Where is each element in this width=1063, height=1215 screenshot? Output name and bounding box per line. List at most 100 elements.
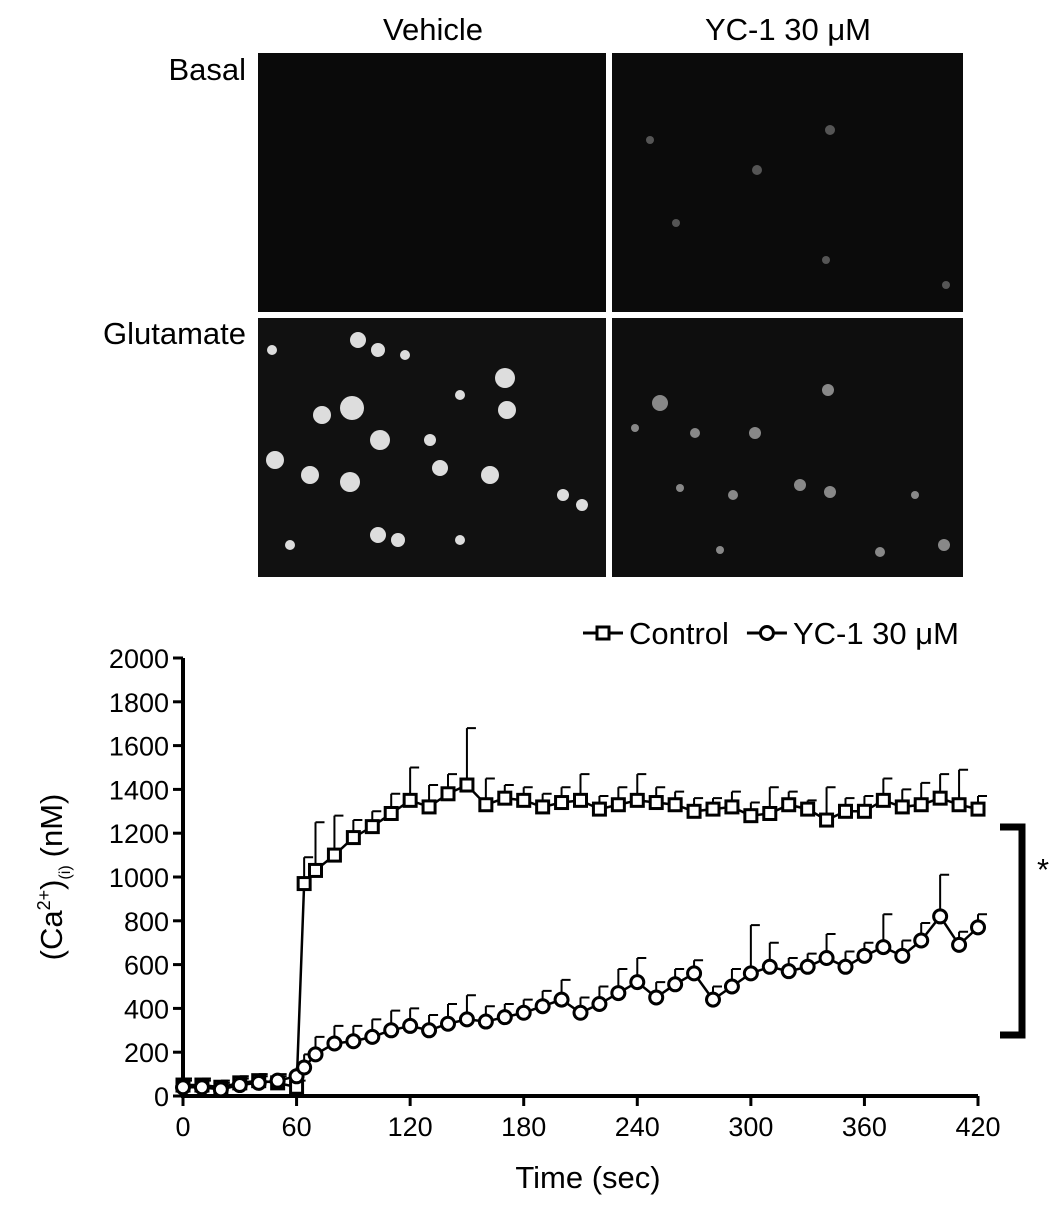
marker	[269, 1072, 286, 1089]
marker	[458, 1011, 475, 1028]
y-label-part: (i)	[57, 865, 74, 879]
marker	[478, 797, 494, 813]
marker	[894, 947, 911, 964]
marker	[705, 991, 721, 1008]
column-label: Vehicle	[383, 12, 483, 47]
y-tick-label: 200	[124, 1038, 169, 1068]
legend-label: YC-1 30 μM	[793, 616, 959, 651]
marker	[762, 805, 778, 821]
x-tick-label: 420	[955, 1112, 1000, 1142]
error-bar	[465, 727, 476, 786]
marker	[534, 998, 551, 1015]
marker	[516, 792, 532, 808]
column-label: YC-1 30 μM	[705, 12, 871, 47]
y-tick-label: 1600	[109, 732, 169, 762]
marker	[296, 876, 312, 892]
marker	[212, 1081, 229, 1098]
image-panel	[258, 318, 606, 577]
marker	[421, 1022, 438, 1039]
marker	[761, 958, 778, 975]
marker	[610, 797, 626, 813]
legend-label: Control	[629, 616, 729, 651]
marker	[742, 965, 759, 982]
marker	[554, 795, 570, 811]
separator	[258, 312, 963, 318]
y-label-part: )	[34, 880, 69, 890]
image-panel	[258, 53, 606, 312]
x-tick-label: 60	[282, 1112, 312, 1142]
marker	[421, 799, 437, 815]
marker	[496, 1009, 513, 1026]
marker	[913, 932, 930, 949]
row-label: Glutamate	[103, 316, 246, 351]
x-axis-label: Time (sec)	[515, 1160, 660, 1195]
cells	[266, 332, 588, 550]
row-label: Basal	[168, 52, 246, 87]
marker	[648, 795, 664, 811]
marker	[402, 1017, 419, 1034]
cells	[631, 384, 950, 557]
y-tick-label: 800	[124, 907, 169, 937]
y-tick-label: 0	[154, 1082, 169, 1112]
y-tick-label: 400	[124, 994, 169, 1024]
marker	[743, 808, 759, 824]
marker	[837, 958, 854, 975]
marker	[629, 974, 646, 991]
marker	[629, 792, 645, 808]
marker	[932, 790, 948, 806]
marker	[345, 830, 361, 846]
marker	[838, 803, 853, 819]
marker	[686, 803, 702, 819]
marker	[875, 939, 892, 956]
y-label-part: 2+	[34, 890, 54, 911]
x-tick-label: 120	[388, 1112, 433, 1142]
y-axis-label: (Ca2+)(i) (nM)	[34, 794, 74, 961]
x-tick-label: 0	[175, 1112, 190, 1142]
marker	[296, 1059, 313, 1076]
marker	[875, 792, 891, 808]
y-tick-label: 600	[124, 951, 169, 981]
marker	[497, 790, 513, 806]
marker	[231, 1077, 248, 1094]
y-label-part: (nM)	[34, 794, 69, 858]
marker	[913, 797, 929, 813]
marker	[572, 1004, 589, 1021]
x-tick-label: 360	[842, 1112, 887, 1142]
marker	[383, 1022, 400, 1039]
marker	[535, 799, 551, 815]
marker	[591, 801, 607, 817]
marker	[951, 797, 967, 813]
marker	[364, 1028, 381, 1045]
x-tick-label: 300	[728, 1112, 773, 1142]
annotation: *	[1037, 852, 1049, 887]
marker	[515, 1004, 532, 1021]
legend-marker	[595, 625, 611, 641]
y-tick-label: 1200	[109, 819, 169, 849]
marker	[781, 797, 797, 813]
marker	[364, 819, 380, 835]
legend-marker	[758, 625, 775, 641]
x-tick-label: 180	[501, 1112, 546, 1142]
marker	[440, 786, 456, 802]
marker	[459, 777, 475, 793]
marker	[799, 958, 816, 975]
y-tick-label: 1800	[109, 688, 169, 718]
marker	[308, 862, 323, 878]
marker	[553, 991, 570, 1008]
series-line	[183, 783, 979, 1089]
marker	[667, 976, 684, 993]
y-tick-label: 1400	[109, 775, 169, 805]
micrographs	[258, 53, 963, 577]
marker	[326, 847, 342, 863]
image-panel	[612, 53, 963, 312]
marker	[856, 947, 873, 964]
marker	[780, 963, 797, 980]
marker	[440, 1015, 456, 1032]
y-label-part: (Ca	[34, 910, 69, 961]
marker	[970, 919, 986, 936]
marker	[818, 950, 835, 967]
marker	[970, 801, 986, 817]
marker	[591, 996, 608, 1013]
marker	[667, 797, 683, 813]
